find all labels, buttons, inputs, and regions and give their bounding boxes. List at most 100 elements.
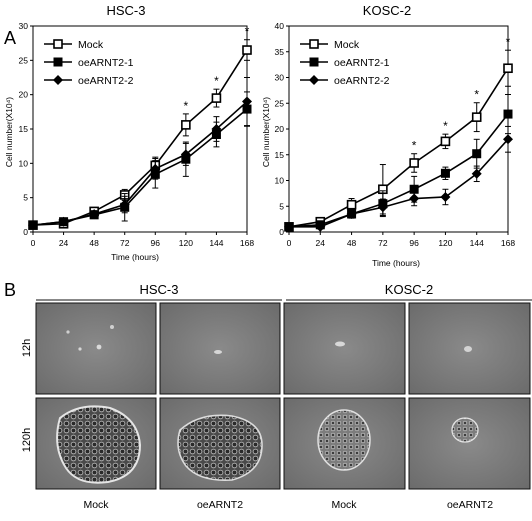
data-point [211,124,222,134]
x-tick-label: 120 [438,238,452,248]
legend-marker [309,75,319,85]
data-point [180,149,191,160]
y-tick-label: 5 [23,193,28,203]
significance-marker: * [245,25,250,39]
series-oearnt2-2 [28,77,252,231]
x-tick-label: 24 [316,238,326,248]
series-oearnt2-1 [28,91,252,230]
legend-label: Mock [334,39,360,51]
data-point [89,209,100,220]
series-line [288,113,509,228]
micrograph-hsc3-oearnt2-120h [159,397,281,490]
data-point [503,63,513,74]
x-tick-label: 168 [240,238,254,248]
row-label-12h: 12h [21,339,33,357]
legend-label: Mock [78,39,104,51]
data-point [346,199,357,210]
row-label-120h: 120h [21,428,33,452]
significance-marker: * [412,139,417,153]
y-tick-label: 25 [19,55,29,65]
chart-kosc2: KOSC-2 Time (hours) Cell number(X10⁴) 0 5… [261,3,515,268]
plot-frame [288,25,509,233]
series-line [289,138,509,228]
legend-label: oeARNT2-2 [334,75,390,87]
column-label-mock: Mock [83,499,109,511]
data-point [28,220,38,231]
legend-marker [53,39,63,49]
micrograph-kosc2-mock-12h [283,302,406,395]
data-point [440,191,451,202]
data-point [150,163,161,174]
series-line [288,67,509,228]
x-tick-label: 72 [120,238,130,248]
data-point [471,112,482,122]
panel-label-a: A [4,28,16,48]
y-tick-label: 0 [23,227,28,237]
chart-title: KOSC-2 [363,3,411,18]
data-point [503,109,513,119]
x-tick-label: 96 [151,238,161,248]
series-line [32,49,248,226]
y-axis-label: Cell number(X10⁴) [261,97,271,167]
legend-marker [309,57,319,67]
legend-label: oeARNT2-1 [78,57,134,69]
significance-marker: * [443,119,448,133]
x-tick-label: 48 [89,238,99,248]
data-point [119,199,130,210]
y-tick-label: 30 [275,73,285,83]
data-point [440,168,450,178]
y-tick-label: 20 [19,90,29,100]
y-tick-label: 40 [275,21,285,31]
group-title-hsc3: HSC-3 [139,282,178,297]
data-point [315,221,326,232]
x-tick-label: 0 [287,238,292,248]
legend-marker [53,57,63,67]
data-point [377,202,388,213]
legend-label: oeARNT2-1 [334,57,390,69]
y-tick-label: 30 [19,21,29,31]
micrograph-hsc3-mock-120h [35,397,157,490]
data-point [58,216,69,227]
series-oearnt2-2 [284,125,513,232]
legend-marker [309,39,319,49]
data-point [471,168,482,179]
data-point [211,93,222,103]
y-tick-label: 10 [275,176,285,186]
y-tick-label: 10 [19,158,29,168]
column-label-mock: Mock [331,499,357,511]
x-axis-label: Time (hours) [372,258,420,268]
x-tick-label: 120 [179,238,193,248]
data-point [409,158,419,168]
micrograph-kosc2-mock-120h [283,397,406,490]
y-tick-label: 35 [275,47,285,57]
data-point [181,120,191,130]
significance-marker: * [214,74,219,88]
x-tick-label: 96 [409,238,419,248]
x-tick-label: 48 [347,238,357,248]
y-tick-label: 25 [275,98,285,108]
data-point [409,193,420,204]
y-tick-label: 5 [279,201,284,211]
y-tick-label: 15 [275,150,285,160]
y-tick-label: 15 [19,124,29,134]
y-axis-label: Cell number(X10⁴) [4,97,14,167]
x-tick-label: 72 [378,238,388,248]
micrograph-hsc3-oearnt2-12h [159,302,281,395]
legend-marker [53,75,63,85]
data-point [346,208,357,219]
x-tick-label: 144 [209,238,223,248]
micrograph-kosc2-oearnt2-120h [408,397,531,490]
data-point [284,221,294,232]
micrograph-hsc3-mock-12h [35,302,157,395]
significance-marker: * [506,35,511,49]
legend-label: oeARNT2-2 [78,75,134,87]
x-tick-label: 168 [501,238,515,248]
group-title-kosc2: KOSC-2 [385,282,433,297]
column-label-oearnt2: oeARNT2 [447,499,493,511]
y-tick-label: 20 [275,124,285,134]
panel-label-b: B [4,280,16,300]
series-line [32,100,248,226]
data-point [440,136,451,147]
x-tick-label: 144 [470,238,484,248]
